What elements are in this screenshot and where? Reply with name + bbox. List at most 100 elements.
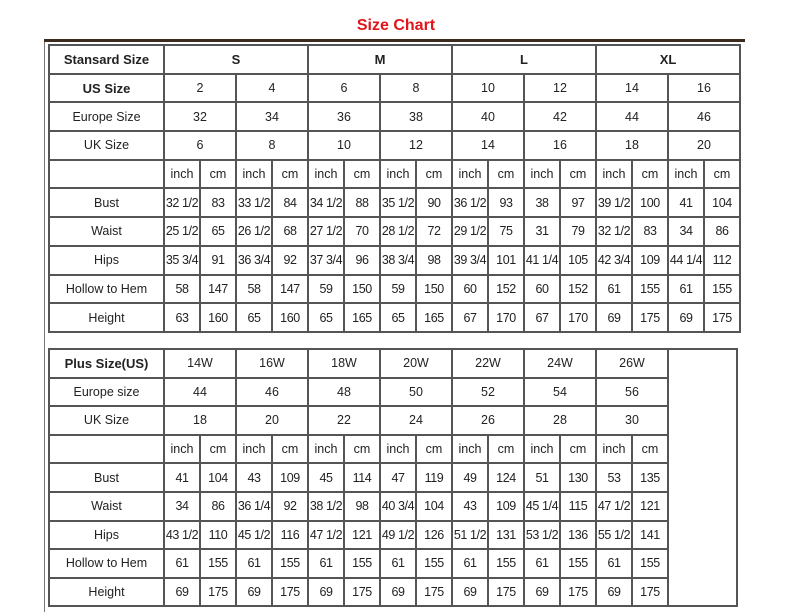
measurement-row: Waist 34 86 36 1/4 92 38 1/2 98 40 3/4 104 43 109 4… [48, 490, 737, 522]
row-header: US Size [48, 72, 165, 104]
measurement-value: 104 [703, 187, 741, 219]
measurement-value: 69 [235, 576, 273, 608]
measurement-value: 150 [343, 273, 381, 305]
measurement-value: 175 [343, 576, 381, 608]
measurement-value: 70 [343, 216, 381, 247]
measurement-row: Hollow to Hem 58 147 58 147 59 150 59 150 60 152 60… [48, 273, 741, 305]
measurement-value: 175 [631, 576, 669, 608]
unit-cm: cm [199, 158, 237, 190]
measurement-value: 155 [199, 548, 237, 579]
row-header: Plus Size(US) [48, 348, 165, 379]
measurement-value: 83 [631, 216, 669, 247]
size-value: 10 [307, 130, 381, 161]
measurement-row: Waist 25 1/2 65 26 1/2 68 27 1/2 70 28 1/2 72 29 … [48, 216, 741, 247]
measurement-value: 65 [235, 302, 273, 333]
measurement-value: 155 [415, 548, 453, 579]
row-header: UK Size [48, 130, 165, 161]
size-group-l: L [451, 44, 597, 75]
measurement-value: 51 1/2 [451, 519, 489, 551]
measurement-value: 39 1/2 [595, 187, 633, 219]
size-value: 44 [163, 376, 237, 408]
size-value: 4 [235, 72, 309, 104]
measurement-value: 165 [343, 302, 381, 333]
measurement-value: 175 [703, 302, 741, 333]
empty-cell [667, 347, 738, 608]
measurement-value: 61 [523, 548, 561, 579]
plus-size: 22W [451, 348, 525, 379]
measurement-value: 69 [451, 576, 489, 608]
plus-size: 14W [163, 348, 237, 379]
measurement-value: 60 [451, 273, 489, 305]
measurement-value: 155 [703, 273, 741, 305]
size-value: 18 [163, 405, 237, 436]
measurement-value: 112 [703, 244, 741, 276]
measurement-value: 104 [199, 462, 237, 493]
measurement-value: 49 [451, 462, 489, 493]
row-header: Hips [48, 519, 165, 551]
measurement-value: 38 [523, 187, 561, 219]
size-value: 14 [595, 72, 669, 104]
measurement-value: 109 [271, 462, 309, 493]
europe-size-row: Europe size 44 46 48 50 52 54 56 [48, 376, 737, 408]
size-value: 12 [379, 130, 453, 161]
measurement-row: Hollow to Hem 61 155 61 155 61 155 61 155 61 155 61… [48, 548, 737, 579]
measurement-value: 34 1/2 [307, 187, 345, 219]
size-value: 2 [163, 72, 237, 104]
measurement-value: 92 [271, 490, 309, 522]
measurement-value: 65 [379, 302, 417, 333]
measurement-value: 119 [415, 462, 453, 493]
measurement-value: 49 1/2 [379, 519, 417, 551]
size-value: 46 [235, 376, 309, 408]
size-value: 36 [307, 101, 381, 133]
measurement-value: 155 [343, 548, 381, 579]
measurement-value: 68 [271, 216, 309, 247]
measurement-value: 141 [631, 519, 669, 551]
measurement-value: 41 [163, 462, 201, 493]
measurement-value: 109 [487, 490, 525, 522]
measurement-value: 42 3/4 [595, 244, 633, 276]
measurement-value: 69 [595, 576, 633, 608]
measurement-value: 40 3/4 [379, 490, 417, 522]
unit-inch: inch [307, 158, 345, 190]
measurement-value: 43 [235, 462, 273, 493]
europe-size-row: Europe Size 32 34 36 38 40 42 44 46 [48, 101, 741, 133]
size-value: 40 [451, 101, 525, 133]
measurement-value: 110 [199, 519, 237, 551]
measurement-value: 39 3/4 [451, 244, 489, 276]
unit-cm: cm [271, 158, 309, 190]
row-header: Europe Size [48, 101, 165, 133]
measurement-value: 155 [631, 548, 669, 579]
unit-cm: cm [199, 433, 237, 465]
measurement-value: 58 [163, 273, 201, 305]
unit-cm: cm [631, 433, 669, 465]
size-value: 20 [235, 405, 309, 436]
size-value: 52 [451, 376, 525, 408]
measurement-value: 41 1/4 [523, 244, 561, 276]
units-row: inch cm inch cm inch cm inch cm inch cm inch cm inch… [48, 433, 737, 465]
top-divider [44, 39, 745, 42]
unit-inch: inch [451, 158, 489, 190]
measurement-value: 58 [235, 273, 273, 305]
unit-cm: cm [343, 158, 381, 190]
row-header: Height [48, 576, 165, 608]
measurement-value: 41 [667, 187, 705, 219]
measurement-value: 69 [667, 302, 705, 333]
unit-inch: inch [523, 433, 561, 465]
measurement-value: 59 [379, 273, 417, 305]
measurement-value: 61 [667, 273, 705, 305]
plus-size: 20W [379, 348, 453, 379]
measurement-value: 69 [379, 576, 417, 608]
row-header: Hollow to Hem [48, 548, 165, 579]
measurement-value: 26 1/2 [235, 216, 273, 247]
measurement-row: Hips 35 3/4 91 36 3/4 92 37 3/4 96 38 3/4 98 39 3… [48, 244, 741, 276]
measurement-value: 53 [595, 462, 633, 493]
measurement-value: 114 [343, 462, 381, 493]
size-value: 20 [667, 130, 741, 161]
measurement-value: 61 [595, 273, 633, 305]
size-value: 48 [307, 376, 381, 408]
unit-inch: inch [307, 433, 345, 465]
size-value: 30 [595, 405, 669, 436]
measurement-value: 130 [559, 462, 597, 493]
measurement-value: 98 [343, 490, 381, 522]
measurement-row: Bust 41 104 43 109 45 114 47 119 49 124 51 130 53 135 [48, 462, 737, 493]
